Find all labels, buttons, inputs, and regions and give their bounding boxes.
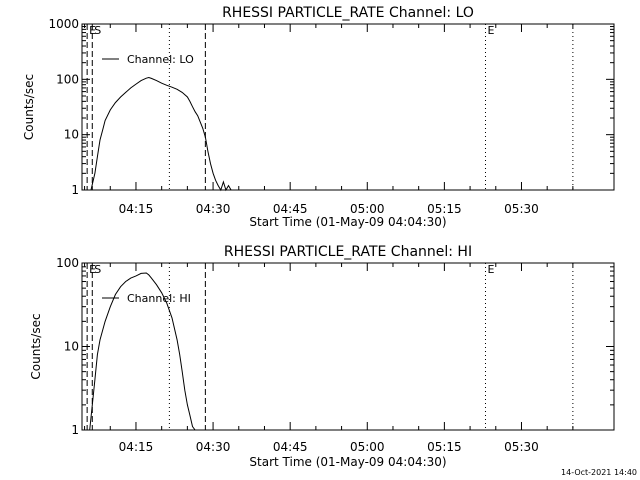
y-tick-label: 10	[64, 128, 79, 142]
x-tick-label: 05:00	[350, 440, 385, 454]
x-tick-label: 04:45	[273, 202, 308, 216]
chart-panel-1: RHESSI PARTICLE_RATE Channel: LO 04:15 04:…	[22, 5, 615, 229]
x-tick-label: 04:30	[196, 202, 231, 216]
plot-frame	[81, 23, 615, 191]
marker-label: E	[89, 24, 96, 37]
legend-label: Channel: LO	[127, 53, 194, 66]
x-tick-label: 05:30	[504, 202, 539, 216]
x-tick-label: 05:30	[504, 440, 539, 454]
y-tick-label: 1	[71, 423, 79, 437]
x-tick-label: 05:15	[427, 202, 462, 216]
chart-panel-2: RHESSI PARTICLE_RATE Channel: HI 04:15 04:…	[29, 244, 615, 469]
x-tick-label: 04:30	[196, 440, 231, 454]
x-tick-label: 05:15	[427, 440, 462, 454]
footer-timestamp: 14-Oct-2021 14:40	[561, 468, 637, 477]
y-tick-label: 100	[56, 256, 79, 270]
y-tick-label: 100	[56, 72, 79, 86]
legend-label: Channel: HI	[127, 292, 191, 305]
x-tick-label: 05:00	[350, 202, 385, 216]
y-axis-label: Counts/sec	[29, 313, 43, 379]
y-tick-label: 10	[64, 340, 79, 354]
series-line	[90, 76, 232, 192]
plot-frame	[81, 262, 615, 431]
marker-label: E	[487, 263, 494, 276]
y-tick-label: 1000	[48, 17, 79, 31]
y-axis-label: Counts/sec	[22, 74, 36, 140]
marker-label: S	[94, 24, 101, 37]
series-line	[89, 272, 196, 431]
x-tick-label: 04:15	[119, 202, 154, 216]
y-tick-label: 1	[71, 183, 79, 197]
x-axis-label: Start Time (01-May-09 04:04:30)	[249, 455, 446, 469]
marker-label: E	[487, 24, 494, 37]
marker-label: S	[94, 263, 101, 276]
x-axis-label: Start Time (01-May-09 04:04:30)	[249, 215, 446, 229]
x-tick-label: 04:45	[273, 440, 308, 454]
chart-title: RHESSI PARTICLE_RATE Channel: LO	[222, 5, 474, 21]
marker-label: E	[89, 263, 96, 276]
x-tick-label: 04:15	[119, 440, 154, 454]
chart-title: RHESSI PARTICLE_RATE Channel: HI	[224, 244, 472, 260]
